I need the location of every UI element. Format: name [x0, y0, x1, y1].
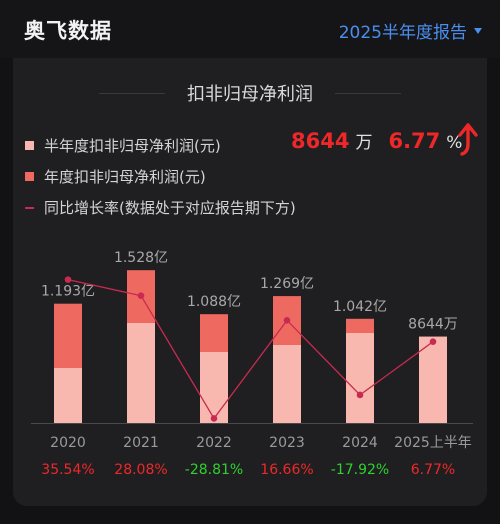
half-year-bar	[200, 352, 228, 423]
bar-value-label: 1.193亿	[41, 284, 95, 300]
bar-value-label: 1.269亿	[260, 276, 314, 292]
growth-rate-label: 16.66%	[260, 462, 313, 478]
growth-point	[429, 338, 437, 345]
legend-item-annual: 年度扣非归母净利润(元)	[25, 161, 296, 192]
half-year-bar	[127, 323, 155, 423]
legend-item-growth: 同比增长率(数据处于对应报告期下方)	[25, 192, 296, 223]
profit-card: 扣非归母净利润 半年度扣非归母净利润(元) 年度扣非归母净利润(元) 同比增长率…	[13, 58, 487, 506]
report-period-label: 2025半年度报告	[338, 23, 467, 43]
chart-legend: 半年度扣非归母净利润(元) 年度扣非归母净利润(元) 同比增长率(数据处于对应报…	[25, 130, 296, 223]
legend-label: 半年度扣非归母净利润(元)	[44, 137, 221, 155]
latest-value: 8644	[291, 129, 350, 153]
top-bar: 奥飞数据 2025半年度报告	[0, 0, 500, 58]
bar-value-label: 1.088亿	[187, 294, 241, 310]
report-period-dropdown[interactable]: 2025半年度报告	[339, 18, 482, 43]
growth-point	[283, 317, 291, 324]
growth-point	[137, 292, 145, 300]
half-year-bar	[273, 345, 301, 423]
growth-point	[64, 276, 72, 283]
x-tick-label: 2022	[196, 435, 232, 451]
card-title: 扣非归母净利润	[187, 84, 313, 105]
growth-rate-label: 28.08%	[114, 462, 167, 478]
x-tick-label: 2020	[50, 435, 86, 451]
growth-rate-label: -17.92%	[331, 462, 389, 478]
latest-growth-unit: %	[446, 133, 463, 153]
title-divider-left	[99, 93, 165, 94]
growth-line	[67, 278, 434, 420]
bar-value-label: 1.042亿	[333, 299, 387, 315]
legend-label: 同比增长率(数据处于对应报告期下方)	[44, 199, 296, 217]
x-tick-label: 2024	[342, 435, 378, 451]
x-tick-label: 2021	[123, 435, 159, 451]
bar-value-label: 8644万	[408, 317, 458, 333]
growth-point	[356, 391, 364, 399]
title-divider-right	[335, 93, 401, 94]
bar-value-label: 1.528亿	[114, 250, 168, 266]
profit-chart: 1.193亿 2020 35.54% 1.528亿 2021 28.08% 1.088亿 20…	[31, 250, 473, 478]
latest-value-unit: 万	[355, 133, 373, 153]
growth-line-swatch	[25, 206, 34, 209]
x-tick-label: 2023	[269, 435, 305, 451]
card-header: 扣非归母净利润	[13, 80, 487, 106]
annual-swatch	[25, 172, 34, 181]
growth-point	[210, 415, 218, 422]
growth-rate-label: -28.81%	[185, 462, 243, 478]
legend-label: 年度扣非归母净利润(元)	[44, 168, 206, 186]
latest-growth: 6.77	[388, 129, 441, 153]
half-year-swatch	[25, 141, 34, 150]
x-tick-label: 2025上半年	[394, 435, 472, 451]
growth-rate-label: 35.54%	[41, 462, 94, 478]
arrow-up-icon	[458, 123, 478, 156]
half-year-bar	[54, 368, 82, 423]
growth-rate-label: 6.77%	[411, 462, 455, 478]
half-year-bar	[419, 336, 447, 423]
latest-summary: 8644 万 6.77 %	[291, 128, 462, 160]
half-year-bar	[346, 333, 374, 423]
caret-down-icon	[474, 27, 482, 34]
legend-item-half-year: 半年度扣非归母净利润(元)	[25, 130, 296, 161]
app-title: 奥飞数据	[24, 19, 112, 43]
